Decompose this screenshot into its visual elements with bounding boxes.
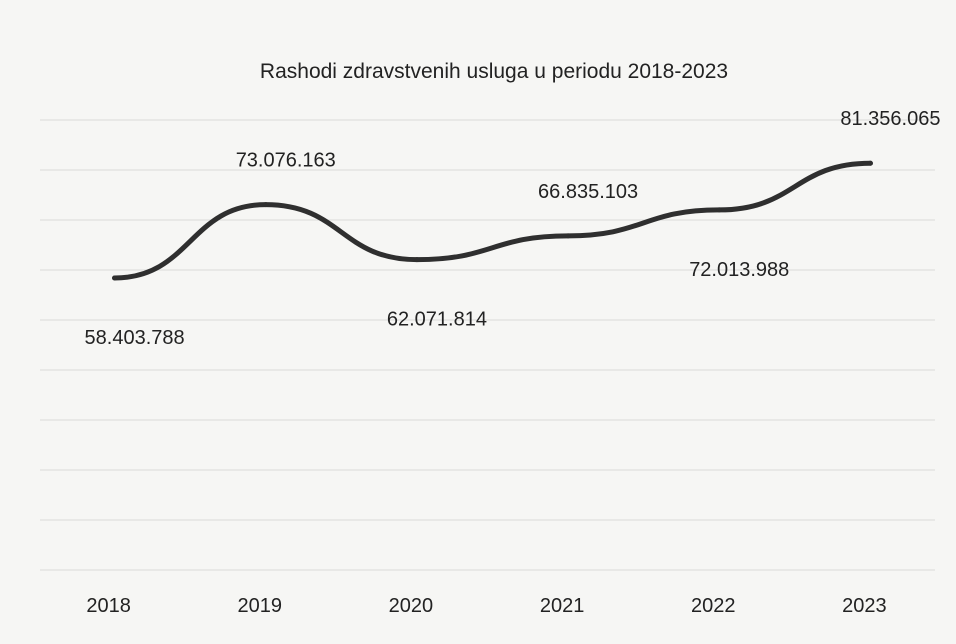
- data-label-2018: 58.403.788: [85, 327, 185, 349]
- data-label-2020: 62.071.814: [387, 309, 487, 331]
- data-point-2022: [716, 207, 722, 213]
- x-tick-label-2023: 2023: [842, 595, 887, 617]
- data-point-2023: [867, 160, 873, 166]
- data-label-2022: 72.013.988: [689, 259, 789, 281]
- data-point-2018: [112, 275, 118, 281]
- data-label-2019: 73.076.163: [236, 150, 336, 172]
- data-point-2019: [263, 202, 269, 208]
- data-labels: 58.403.788 73.076.163 62.071.814 66.835.103…: [85, 108, 941, 349]
- data-point-2020: [414, 257, 420, 263]
- gridlines: [40, 119, 935, 571]
- series-group: [112, 160, 873, 281]
- x-tick-labels: 2018 2019 2020 2021 2022 2023: [86, 595, 886, 617]
- x-tick-label-2022: 2022: [691, 595, 736, 617]
- x-tick-label-2021: 2021: [540, 595, 585, 617]
- data-point-2021: [565, 233, 571, 239]
- x-tick-label-2019: 2019: [238, 595, 283, 617]
- data-label-2023: 81.356.065: [840, 108, 940, 130]
- data-label-2021: 66.835.103: [538, 181, 638, 203]
- x-tick-label-2020: 2020: [389, 595, 434, 617]
- x-tick-label-2018: 2018: [86, 595, 131, 617]
- series-line: [112, 160, 873, 281]
- chart-title: Rashodi zdravstvenih usluga u periodu 20…: [260, 60, 728, 83]
